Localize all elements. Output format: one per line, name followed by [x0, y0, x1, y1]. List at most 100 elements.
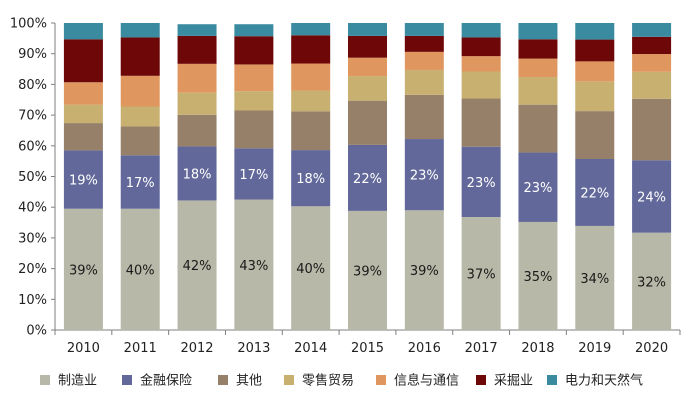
- bar-segment-series-2: [348, 100, 387, 145]
- bar-segment-series-1: [234, 148, 274, 200]
- data-label: 22%: [580, 186, 609, 201]
- bar-segment-series-4: [632, 54, 672, 72]
- data-label: 39%: [69, 263, 98, 278]
- bar-segment-series-4: [291, 63, 331, 91]
- bar-segment-series-2: [461, 98, 501, 147]
- data-label: 23%: [524, 181, 553, 196]
- bar-segment-series-2: [575, 111, 615, 160]
- data-label: 40%: [126, 263, 155, 278]
- bar-segment-series-6: [518, 23, 558, 40]
- bar-segment-series-0: [575, 225, 615, 330]
- bar-segment-series-5: [234, 36, 274, 65]
- bar-segment-series-4: [461, 56, 501, 72]
- bar-segment-series-5: [348, 35, 387, 58]
- legend-swatch: [376, 375, 386, 385]
- bar-segment-series-5: [575, 39, 615, 62]
- bar-segment-series-4: [575, 61, 615, 82]
- legend-swatch: [40, 375, 50, 385]
- legend-label: 其他: [236, 374, 262, 389]
- bar-segment-series-5: [120, 37, 160, 76]
- bar-segment-series-3: [461, 71, 501, 99]
- data-label: 32%: [637, 275, 666, 290]
- legend-label: 信息与通信: [394, 373, 459, 389]
- bar-segment-series-5: [404, 35, 444, 52]
- bar-segment-series-2: [291, 111, 331, 151]
- bar-segment-series-4: [348, 57, 387, 77]
- bar-segment-series-6: [461, 23, 501, 38]
- bar-segment-series-6: [404, 23, 444, 36]
- bar-segment-series-3: [120, 106, 160, 127]
- bar-segment-series-0: [404, 210, 444, 330]
- y-tick-label: 30%: [18, 231, 47, 246]
- bar-segment-series-1: [120, 155, 160, 209]
- bar-segment-series-0: [291, 206, 331, 330]
- bar-segment-series-4: [404, 51, 444, 70]
- data-label: 42%: [183, 259, 212, 274]
- data-label: 19%: [69, 174, 98, 189]
- x-tick-label: 2011: [124, 341, 157, 356]
- bar-segment-series-2: [518, 104, 558, 153]
- bar-segment-series-5: [632, 36, 672, 55]
- bar-segment-series-1: [461, 146, 501, 218]
- bar-segment-series-3: [63, 104, 103, 124]
- bar-segment-series-0: [177, 200, 217, 330]
- bar-segment-series-3: [234, 91, 274, 111]
- y-tick-label: 60%: [18, 139, 47, 154]
- legend-swatch: [547, 375, 557, 385]
- legend-label: 采掘业: [494, 374, 533, 389]
- bar-segment-series-5: [63, 39, 103, 83]
- legend-swatch: [284, 375, 294, 385]
- bar-segment-series-4: [177, 63, 217, 93]
- bar-segment-series-6: [177, 24, 217, 36]
- bar-segment-series-6: [234, 24, 274, 37]
- bar-segment-series-3: [348, 76, 387, 101]
- bar-segment-series-4: [518, 58, 558, 78]
- bar-segment-series-4: [120, 75, 160, 107]
- data-label: 22%: [353, 172, 382, 187]
- bar-segment-series-5: [291, 35, 331, 64]
- x-tick-label: 2010: [67, 341, 100, 356]
- data-label: 23%: [467, 176, 496, 191]
- x-tick-label: 2020: [635, 341, 668, 356]
- data-label: 39%: [353, 264, 382, 279]
- bar-segment-series-2: [234, 110, 274, 149]
- legend-label: 零售贸易: [302, 373, 354, 389]
- bar-segment-series-0: [461, 217, 501, 330]
- bar-segment-series-3: [404, 69, 444, 95]
- x-tick-label: 2015: [351, 341, 384, 356]
- bar-segment-series-3: [291, 90, 331, 112]
- data-label: 24%: [637, 190, 666, 205]
- bar-segment-series-0: [348, 210, 387, 330]
- bar-segment-series-2: [177, 114, 217, 147]
- bar-segment-series-1: [404, 139, 444, 211]
- legend-swatch: [122, 375, 132, 385]
- bar-segment-series-0: [234, 199, 274, 330]
- data-label: 18%: [296, 172, 325, 187]
- bar-segment-series-6: [632, 23, 672, 37]
- bar-segment-series-1: [632, 160, 672, 233]
- bar-segment-series-1: [518, 152, 558, 222]
- data-label: 17%: [126, 176, 155, 191]
- data-label: 34%: [580, 272, 609, 287]
- y-tick-label: 20%: [18, 262, 47, 277]
- data-label: 17%: [239, 168, 268, 183]
- bar-segment-series-0: [63, 208, 103, 330]
- bar-segment-series-6: [348, 23, 387, 36]
- y-tick-label: 70%: [18, 109, 47, 124]
- x-tick-label: 2018: [521, 341, 554, 356]
- bar-segment-series-2: [404, 94, 444, 140]
- x-tick-label: 2017: [465, 341, 498, 356]
- y-tick-label: 10%: [18, 293, 47, 308]
- x-tick-label: 2012: [180, 341, 213, 356]
- y-tick-label: 100%: [10, 17, 47, 32]
- legend-label: 金融保险: [140, 373, 192, 389]
- y-tick-label: 80%: [18, 78, 47, 93]
- legend-label: 电力和天然气: [565, 373, 643, 389]
- y-tick-label: 90%: [18, 47, 47, 62]
- bar-segment-series-1: [63, 150, 103, 209]
- bar-segment-series-6: [575, 23, 615, 40]
- bar-segment-series-1: [348, 144, 387, 211]
- bar-segment-series-3: [632, 71, 672, 99]
- bar-segment-series-6: [120, 23, 160, 38]
